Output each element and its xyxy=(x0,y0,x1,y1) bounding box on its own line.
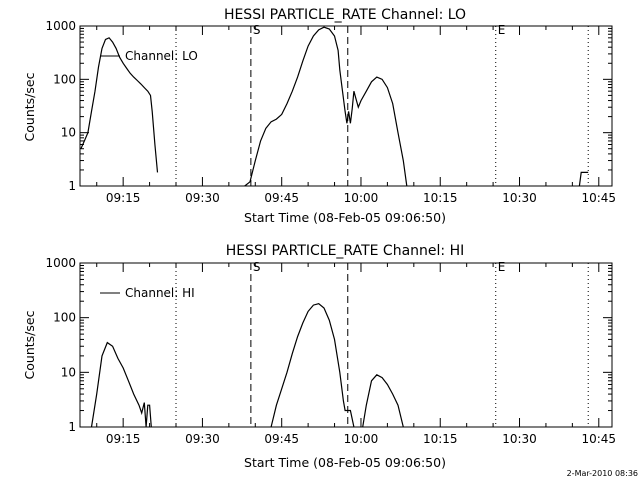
marker-label: E xyxy=(498,23,506,37)
y-tick-label: 10 xyxy=(61,126,76,140)
chart-title: HESSI PARTICLE_RATE Channel: LO xyxy=(224,7,466,23)
x-tick-label: 09:30 xyxy=(185,191,220,205)
x-tick-label: 09:30 xyxy=(185,432,220,446)
x-axis-label: Start Time (08-Feb-05 09:06:50) xyxy=(244,210,446,225)
marker-label: E xyxy=(498,260,506,274)
series-line xyxy=(80,37,159,173)
y-tick-label: 100 xyxy=(53,311,76,325)
y-tick-label: 1 xyxy=(68,420,76,434)
y-tick-label: 10 xyxy=(61,365,76,379)
legend-label: Channel: HI xyxy=(125,286,195,300)
x-tick-label: 10:00 xyxy=(344,432,379,446)
x-tick-label: 10:00 xyxy=(344,191,379,205)
series-line xyxy=(244,26,408,187)
x-tick-label: 10:45 xyxy=(581,191,616,205)
x-axis-label: Start Time (08-Feb-05 09:06:50) xyxy=(244,455,446,470)
marker-label: S xyxy=(253,260,261,274)
chart-title: HESSI PARTICLE_RATE Channel: HI xyxy=(226,243,464,259)
x-tick-label: 09:45 xyxy=(264,432,299,446)
y-tick-label: 1000 xyxy=(45,19,76,33)
x-tick-label: 10:45 xyxy=(581,432,616,446)
y-tick-label: 1 xyxy=(68,179,76,193)
plot-frame xyxy=(79,262,613,428)
chart-lo: HESSI PARTICLE_RATE Channel: LO Counts/s… xyxy=(22,7,616,225)
y-axis-label: Counts/sec xyxy=(22,72,37,141)
series-line xyxy=(362,374,404,428)
x-tick-label: 10:15 xyxy=(423,432,458,446)
x-tick-label: 09:45 xyxy=(264,191,299,205)
y-axis-label: Counts/sec xyxy=(22,310,37,379)
series-line xyxy=(270,303,355,428)
x-tick-label: 09:15 xyxy=(106,191,141,205)
y-tick-label: 1000 xyxy=(45,256,76,270)
x-tick-label: 10:15 xyxy=(423,191,458,205)
x-tick-label: 10:30 xyxy=(502,432,537,446)
x-tick-label: 10:30 xyxy=(502,191,537,205)
y-tick-label: 100 xyxy=(53,72,76,86)
marker-label: S xyxy=(253,23,261,37)
x-tick-label: 09:15 xyxy=(106,432,141,446)
plot-frame xyxy=(79,25,613,187)
chart-hi: HESSI PARTICLE_RATE Channel: HI Counts/s… xyxy=(22,243,616,470)
series-line xyxy=(90,341,152,428)
series-line xyxy=(578,171,589,187)
footer-timestamp: 2-Mar-2010 08:36 xyxy=(567,469,638,478)
legend-label: Channel: LO xyxy=(125,49,198,63)
